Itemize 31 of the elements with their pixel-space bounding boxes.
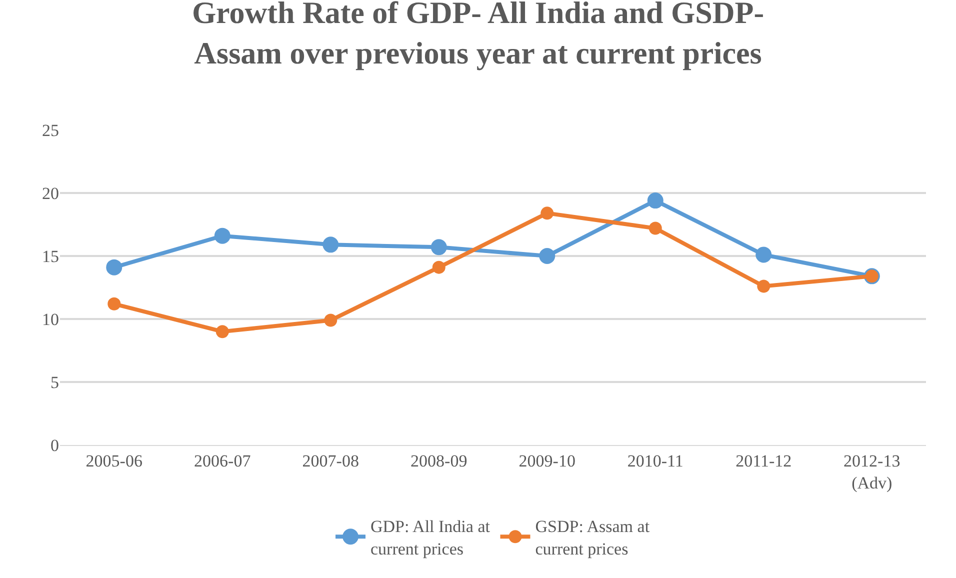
- y-tick-label: 10: [42, 310, 59, 329]
- point: [757, 280, 770, 293]
- y-tick-label: 15: [42, 246, 59, 266]
- point: [106, 259, 122, 276]
- x-tick-label: 2008-09: [410, 451, 468, 470]
- y-tick-label: 5: [50, 372, 59, 392]
- y-tick-label: 25: [42, 120, 59, 140]
- point: [647, 192, 664, 209]
- point: [539, 248, 556, 264]
- x-tick-label: 2012-13 (Adv): [844, 451, 900, 492]
- point: [322, 236, 339, 253]
- y-tick-label: 0: [50, 436, 59, 455]
- point: [432, 260, 446, 274]
- point: [214, 228, 230, 244]
- y-tick-label: 20: [42, 184, 59, 203]
- point: [756, 246, 772, 263]
- chart-title: Growth Rate of GDP- All India and GSDP- Assam over previous year at current prices: [192, 0, 764, 70]
- x-tick-label: 2009-10: [518, 451, 576, 470]
- x-tick-label: 2005-06: [86, 451, 142, 470]
- x-tick-label: 2010-11: [627, 451, 684, 470]
- point: [324, 314, 338, 327]
- point: [648, 222, 662, 235]
- point: [540, 206, 554, 220]
- legend-label: GSDP: Assam at current prices: [535, 517, 650, 558]
- point: [108, 297, 121, 310]
- x-tick-label: 2006-07: [194, 451, 252, 470]
- point: [216, 325, 229, 338]
- point: [430, 239, 447, 256]
- x-tick-label: 2011-12: [736, 451, 792, 470]
- x-tick-label: 2007-08: [302, 451, 359, 470]
- legend-label: GDP: All India at current prices: [370, 517, 490, 558]
